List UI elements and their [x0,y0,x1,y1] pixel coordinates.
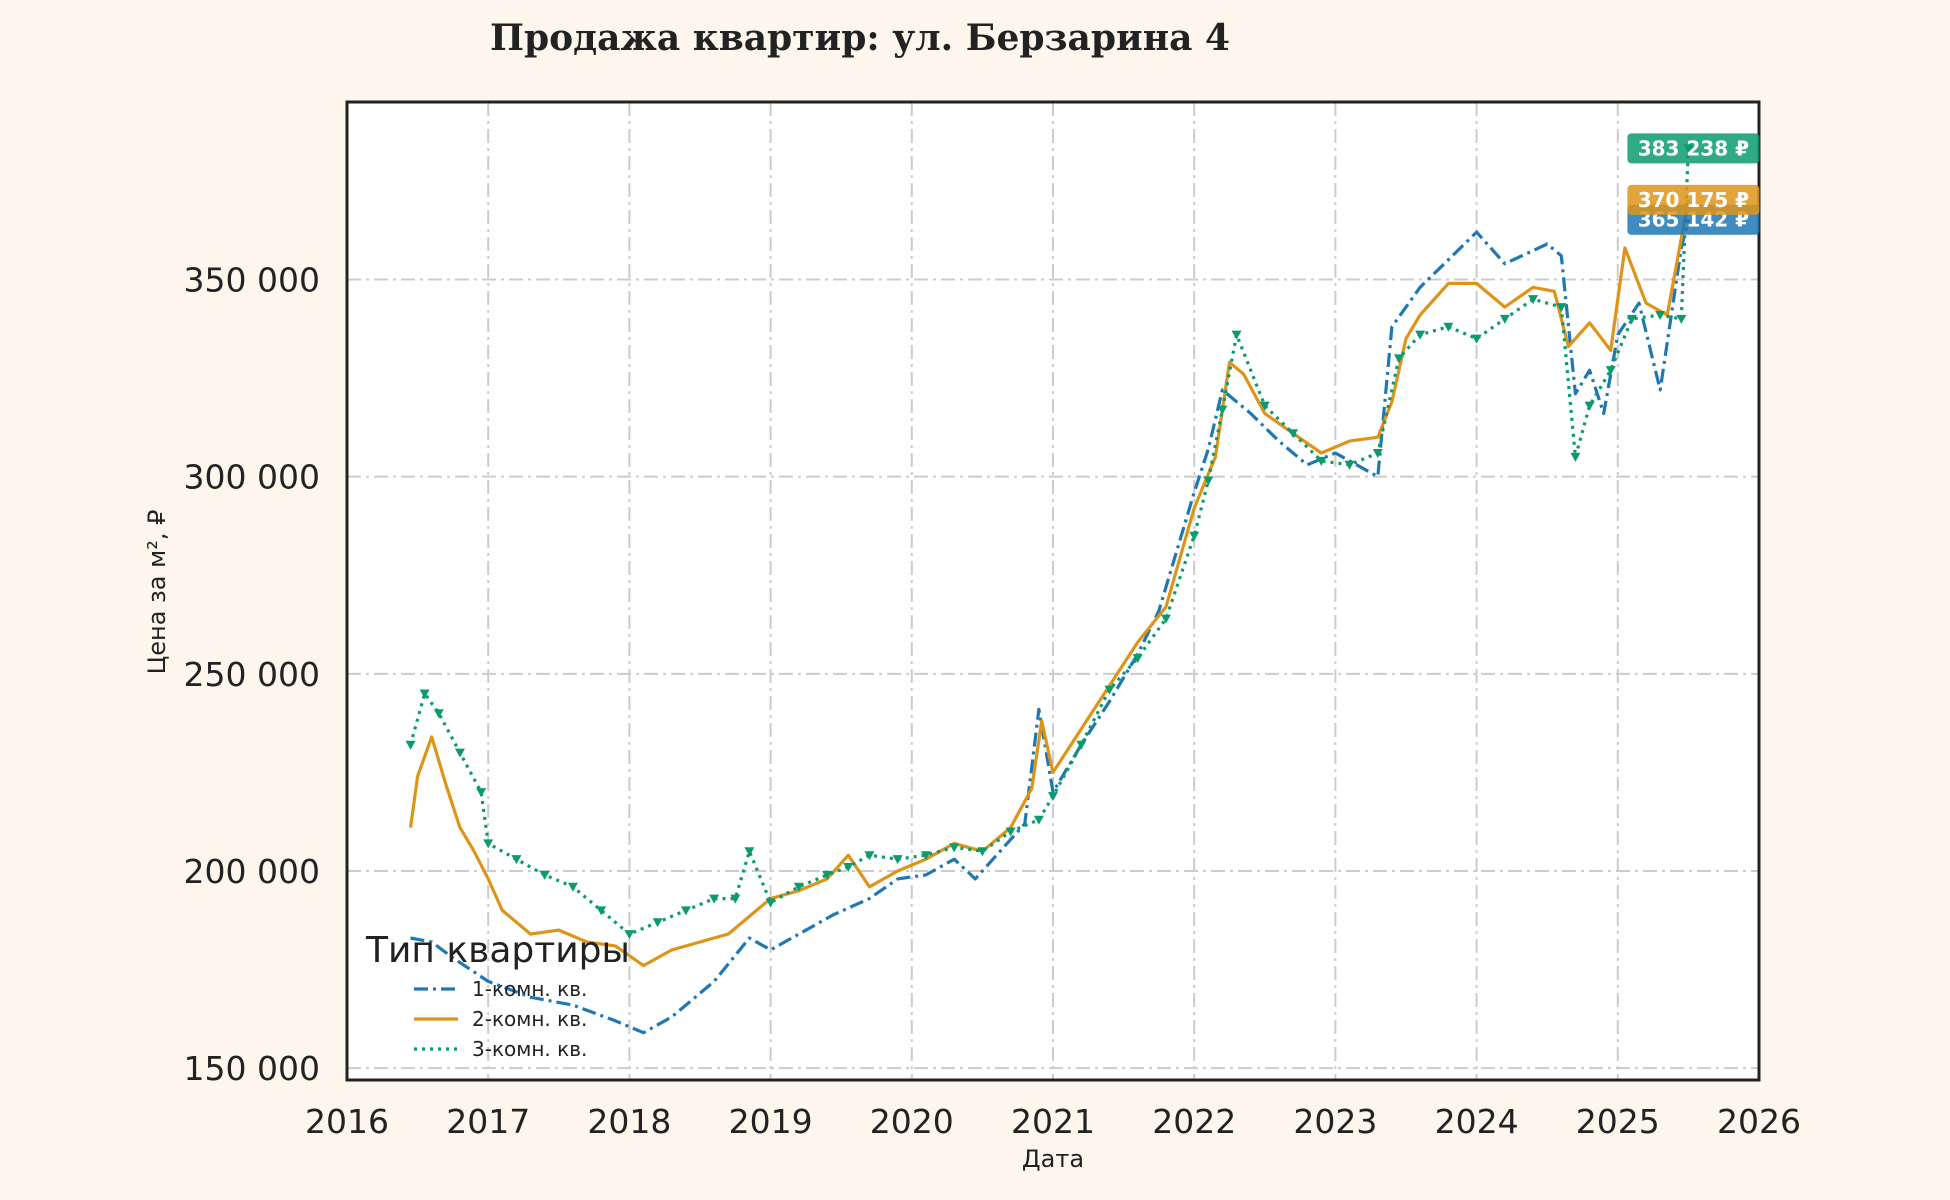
series-3-marker [1203,476,1214,486]
series-line-2 [408,199,1690,968]
series-3-marker [1471,334,1482,344]
series-3-marker [1584,401,1595,411]
series-3-marker [624,930,635,940]
y-tick-label: 300 000 [184,458,320,497]
x-tick-label: 2018 [587,1102,671,1141]
series-3-marker [596,906,607,916]
x-tick-label: 2023 [1293,1102,1377,1141]
series-3-marker [920,851,931,861]
y-tick-label: 200 000 [184,852,320,891]
x-tick-label: 2019 [729,1102,813,1141]
x-tick-label: 2025 [1576,1102,1660,1141]
series-3-marker [1415,330,1426,340]
series-3-marker [1033,815,1044,825]
series-3-marker [1259,401,1270,411]
series-3-marker [822,870,833,880]
end-labels: 365 142 ₽370 175 ₽383 238 ₽ [1627,133,1760,235]
series-3-marker [476,788,487,798]
legend: Тип квартиры 1-комн. кв. 2-комн. кв. 3-ком… [365,930,630,1061]
x-tick-label: 2021 [1011,1102,1095,1141]
series-3-marker [843,863,854,873]
y-tick-label: 350 000 [184,260,320,299]
series-3-marker [652,918,663,928]
end-label-text: 383 238 ₽ [1638,136,1749,160]
series-3-marker [1160,614,1171,624]
series-3-marker [567,882,578,892]
series-3-marker [1655,310,1666,320]
series-3-marker [1231,330,1242,340]
series-3-marker [1316,456,1327,466]
series-3-marker [864,851,875,861]
end-label-text: 370 175 ₽ [1638,188,1749,212]
chart-title: Продажа квартир: ул. Берзарина 4 [490,17,1230,59]
series-3-marker [1556,303,1567,313]
legend-title: Тип квартиры [365,930,630,971]
series-3-marker [1393,354,1404,364]
series-3-marker [949,843,960,853]
y-tick-label: 150 000 [184,1049,320,1088]
series-3-marker [405,740,416,750]
series-3-marker [1189,531,1200,541]
series-3-marker [483,839,494,849]
series-3-marker [1132,654,1143,664]
x-axis-label: Дата [1022,1145,1084,1173]
series-3-marker [1499,314,1510,324]
series-3-marker [1104,685,1115,695]
legend-label-3: 3-комн. кв. [472,1037,587,1061]
series-3-marker [511,855,522,865]
y-axis-label: Цена за м², ₽ [143,510,171,675]
markers-layer [405,144,1694,940]
series-3-marker [433,709,444,719]
end-label-3: 383 238 ₽ [1627,133,1760,164]
series-3-marker [1076,740,1087,750]
x-tick-label: 2020 [870,1102,954,1141]
series-3-marker [1676,314,1687,324]
series-3-marker [765,898,776,908]
legend-label-1: 1-комн. кв. [472,977,587,1001]
x-axis-ticks: 2016 2017 2018 2019 2020 2021 2022 2023 2024 2025… [305,1102,1801,1141]
series-3-marker [709,894,720,904]
series-3-marker [1443,322,1454,332]
series-3-marker [1288,429,1299,439]
x-tick-label: 2022 [1152,1102,1236,1141]
series-3-marker [1626,314,1637,324]
x-tick-label: 2016 [305,1102,389,1141]
series-3-marker [1217,405,1228,415]
y-axis-ticks: 150 000 200 000 250 000 300 000 350 000 [184,260,320,1088]
series-3-marker [1528,295,1539,305]
series-3-marker [1005,827,1016,837]
series-3-marker [1372,448,1383,458]
plot-frame [345,100,1761,1082]
series-3-marker [977,847,988,857]
end-label-2: 370 175 ₽ [1627,184,1760,215]
series-3-marker [539,870,550,880]
x-tick-label: 2026 [1717,1102,1801,1141]
series-3-marker [1570,452,1581,462]
grid [347,102,1759,1080]
series-3-marker [419,689,430,699]
legend-label-2: 2-комн. кв. [472,1007,587,1031]
x-tick-label: 2017 [446,1102,530,1141]
y-tick-label: 250 000 [184,655,320,694]
x-tick-label: 2024 [1435,1102,1519,1141]
series-3-marker [744,847,755,857]
series-3-marker [1605,366,1616,376]
end-label-box [1627,133,1760,164]
series-3-marker [793,882,804,892]
series-3-marker [454,748,465,758]
series-3-marker [1048,792,1058,802]
series-3-marker [892,855,903,865]
series-3-marker [730,894,741,904]
series-3-marker [1344,460,1355,470]
series-3-marker [680,906,691,916]
end-label-box [1627,184,1760,215]
